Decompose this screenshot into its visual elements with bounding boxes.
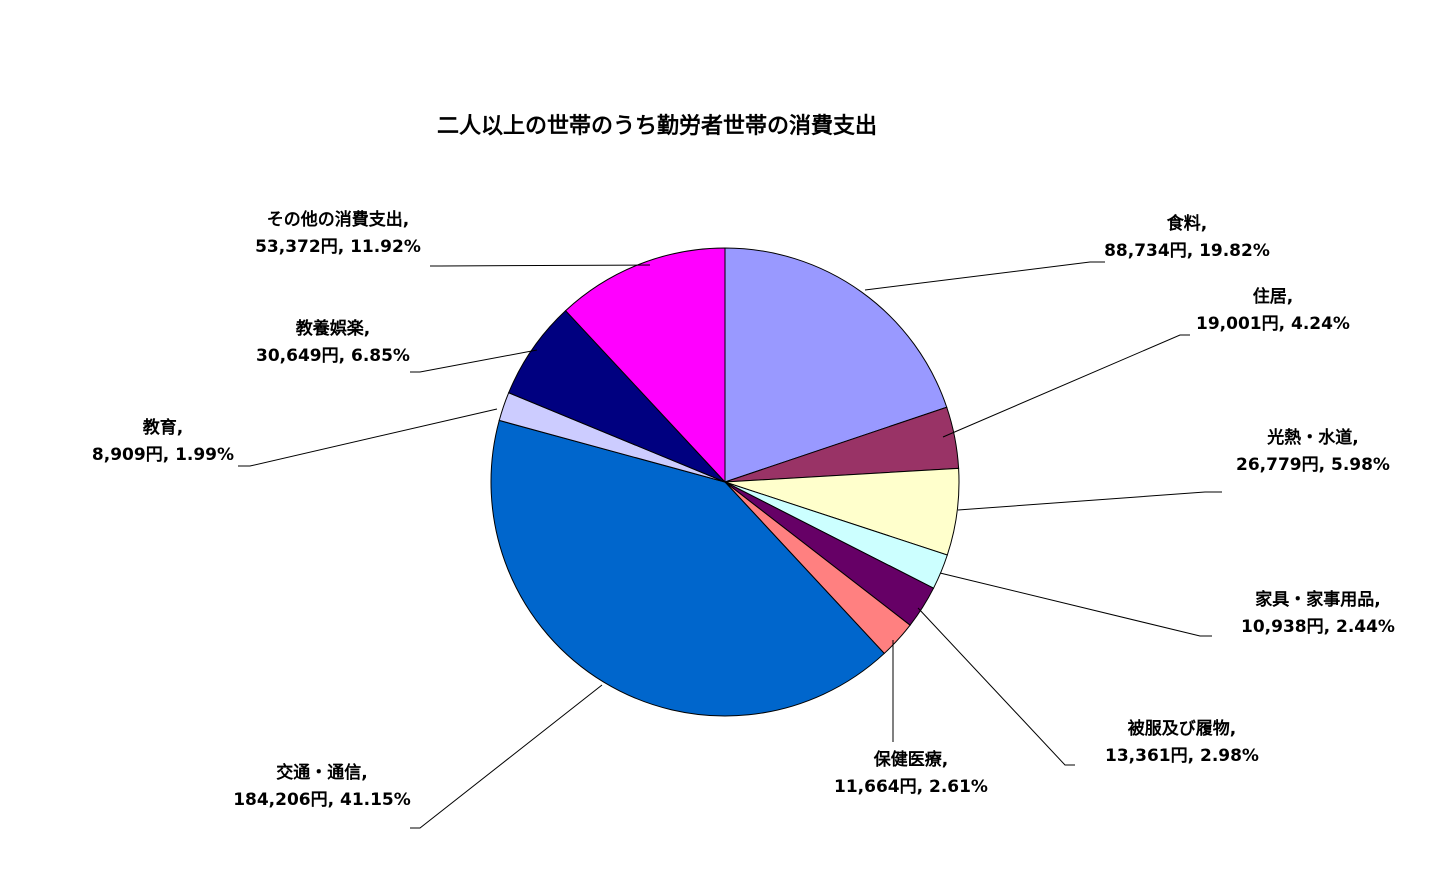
data-label-category: 被服及び履物, — [1128, 718, 1236, 739]
pie-slices — [490, 247, 960, 717]
data-label-category: 食料, — [1167, 213, 1207, 234]
pie-slice-7 — [490, 419, 885, 717]
data-label-8: 教育, 8,909円, 1.99% — [92, 417, 234, 465]
data-label-3: 光熱・水道, 26,779円, 5.98% — [1236, 427, 1390, 475]
data-label-value: 19,001円, 4.24% — [1196, 314, 1350, 334]
data-label-category: 教育, — [142, 417, 183, 438]
data-label-7: 交通・通信, 184,206円, 41.15% — [233, 762, 411, 810]
data-label-category: 教養娯楽, — [295, 318, 370, 339]
data-labels: 食料, 88,734円, 19.82% 住居, 19,001円, 4.24% 光熱・水道… — [92, 209, 1395, 810]
leader-line-8 — [238, 408, 498, 467]
data-label-value: 184,206円, 41.15% — [233, 790, 411, 810]
data-label-value: 30,649円, 6.85% — [256, 346, 410, 366]
data-label-1: 食料, 88,734円, 19.82% — [1104, 213, 1270, 261]
data-label-category: 交通・通信, — [276, 762, 367, 783]
data-label-10: その他の消費支出, 53,372円, 11.92% — [255, 209, 421, 257]
data-label-category: 保健医療, — [873, 749, 948, 770]
leader-lines — [238, 261, 1222, 829]
data-label-value: 8,909円, 1.99% — [92, 445, 234, 465]
leader-line-2 — [942, 334, 1190, 438]
leader-line-10 — [430, 264, 651, 267]
data-label-category: 家具・家事用品, — [1255, 589, 1380, 610]
data-label-value: 88,734円, 19.82% — [1104, 241, 1270, 261]
data-label-value: 13,361円, 2.98% — [1105, 746, 1259, 766]
pie-slice-1 — [724, 247, 948, 483]
chart-title: 二人以上の世帯のうち勤労者世帯の消費支出 — [437, 113, 877, 139]
leader-line-3 — [957, 491, 1222, 511]
data-label-9: 教養娯楽, 30,649円, 6.85% — [256, 318, 410, 366]
data-label-value: 11,664円, 2.61% — [834, 777, 988, 797]
data-label-5: 被服及び履物, 13,361円, 2.98% — [1105, 718, 1259, 766]
leader-line-1 — [864, 261, 1105, 291]
data-label-value: 26,779円, 5.98% — [1236, 455, 1390, 475]
data-label-category: その他の消費支出, — [267, 209, 409, 230]
leader-line-9 — [410, 349, 538, 373]
leader-line-7 — [410, 684, 603, 829]
leader-line-4 — [939, 572, 1212, 637]
leader-line-5 — [917, 607, 1075, 766]
data-label-2: 住居, 19,001円, 4.24% — [1196, 286, 1350, 334]
data-label-6: 保健医療, 11,664円, 2.61% — [834, 749, 988, 797]
data-label-category: 光熱・水道, — [1266, 427, 1358, 448]
data-label-value: 10,938円, 2.44% — [1241, 617, 1395, 637]
data-label-value: 53,372円, 11.92% — [255, 237, 421, 257]
pie-slice-10 — [564, 247, 726, 484]
data-label-category: 住居, — [1253, 286, 1293, 307]
data-label-4: 家具・家事用品, 10,938円, 2.44% — [1241, 589, 1395, 637]
